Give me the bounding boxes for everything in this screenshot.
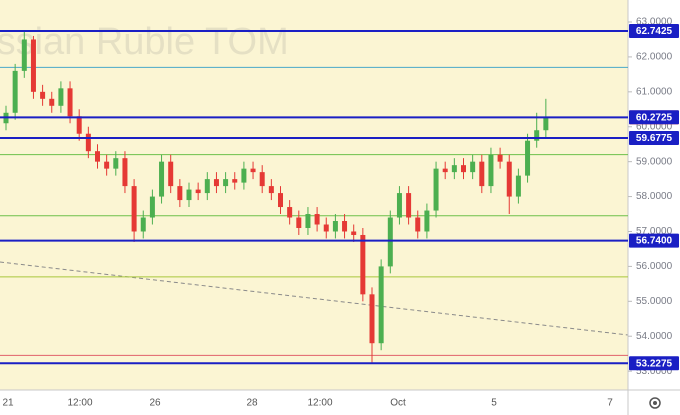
candle-body: [515, 175, 521, 197]
candle-body: [424, 210, 430, 232]
candle-body: [305, 214, 311, 228]
y-tick-label: 55.0000: [636, 296, 673, 307]
x-tick-label: 12:00: [67, 398, 92, 409]
time-axis-background: [0, 390, 628, 415]
candle-body: [442, 168, 448, 173]
candle-body: [342, 221, 348, 232]
candle-body: [314, 214, 320, 225]
candle-body: [268, 186, 274, 194]
x-tick-label: Oct: [390, 398, 406, 409]
y-tick-label: 54.0000: [636, 331, 673, 342]
candle-body: [131, 186, 137, 232]
level-label: 53.2275: [636, 358, 673, 369]
x-tick-label: 12:00: [307, 398, 332, 409]
candle-body: [85, 133, 91, 152]
candle-body: [122, 158, 128, 187]
y-tick-label: 56.0000: [636, 261, 673, 272]
candle-body: [177, 186, 183, 201]
candle-body: [387, 217, 393, 267]
level-label-box: [629, 131, 679, 146]
candle-body: [259, 172, 265, 187]
price-label: 60.2725: [636, 112, 673, 123]
candle-body: [406, 193, 412, 218]
y-tick-label: 57.0000: [636, 226, 673, 237]
candle-body: [461, 165, 466, 173]
y-tick-label: 61.0000: [636, 86, 673, 97]
candle-body: [30, 39, 36, 92]
level-label: 62.7425: [636, 26, 673, 37]
candle-body: [396, 193, 402, 218]
candle-body: [360, 234, 366, 295]
candle-body: [433, 168, 439, 211]
y-tick-label: 59.0000: [636, 156, 673, 167]
candle-body: [534, 130, 540, 141]
candle-body: [488, 154, 494, 187]
candle-body: [543, 117, 549, 131]
candle-body: [76, 116, 82, 134]
y-tick-label: 53.0000: [636, 366, 673, 377]
y-tick-label: 60.0000: [636, 121, 673, 132]
y-tick-label: 62.0000: [636, 52, 673, 63]
candle-body: [278, 193, 283, 208]
candle-body: [223, 179, 229, 187]
candle-body: [232, 179, 238, 183]
level-label-box: [629, 356, 679, 371]
candle-body: [186, 189, 192, 201]
y-tick-label: 58.0000: [636, 191, 673, 202]
plot-background: [0, 0, 628, 390]
level-label: 59.6775: [636, 133, 673, 144]
candle-body: [159, 161, 165, 197]
candle-body: [21, 39, 27, 71]
candle-body: [213, 179, 219, 187]
candle-body: [104, 161, 110, 169]
candle-body: [58, 88, 64, 106]
x-tick-label: 21: [2, 398, 14, 409]
marks: 63.0000 62.0000 61.0000 60.0000 59.0000 58.00…: [0, 17, 679, 409]
level-label-box: [629, 233, 679, 248]
candle-body: [49, 98, 55, 106]
candle-body: [525, 140, 531, 176]
candle-body: [369, 294, 375, 344]
x-tick-label: 5: [491, 398, 497, 409]
candle-body: [149, 196, 155, 218]
price-axis-background: [628, 0, 680, 415]
watermark: Russian Ruble TOM: [0, 21, 289, 63]
candle-body: [113, 158, 119, 169]
candle-body: [470, 161, 476, 173]
candle-body: [250, 168, 256, 173]
settings-button[interactable]: [649, 397, 661, 409]
y-tick-label: 63.0000: [636, 17, 673, 28]
x-tick-label: 28: [246, 398, 258, 409]
candle-body: [168, 161, 174, 187]
candle-body: [204, 179, 210, 194]
candle-body: [40, 91, 46, 99]
candle-body: [140, 217, 146, 232]
candle-body: [451, 165, 457, 173]
trend-line: [0, 261, 629, 336]
candle-body: [479, 161, 485, 187]
candle-body: [287, 207, 293, 218]
candle-body: [506, 161, 512, 197]
x-tick-label: 26: [149, 398, 161, 409]
x-tick-label: 7: [607, 398, 613, 409]
candle-body: [497, 154, 503, 162]
price-label-box: [629, 110, 679, 125]
level-label-box: [629, 23, 679, 38]
candle-body: [12, 70, 18, 113]
candle-body: [296, 217, 302, 228]
candle-body: [323, 224, 329, 232]
candle-body: [241, 168, 247, 183]
candle-body: [415, 217, 421, 232]
candle-body: [195, 189, 201, 194]
candle-body: [351, 231, 357, 235]
candle-body: [67, 88, 73, 117]
candle-body: [332, 221, 338, 232]
level-label: 56.7400: [636, 236, 673, 247]
candle-body: [95, 151, 100, 162]
candle-body: [378, 266, 384, 344]
